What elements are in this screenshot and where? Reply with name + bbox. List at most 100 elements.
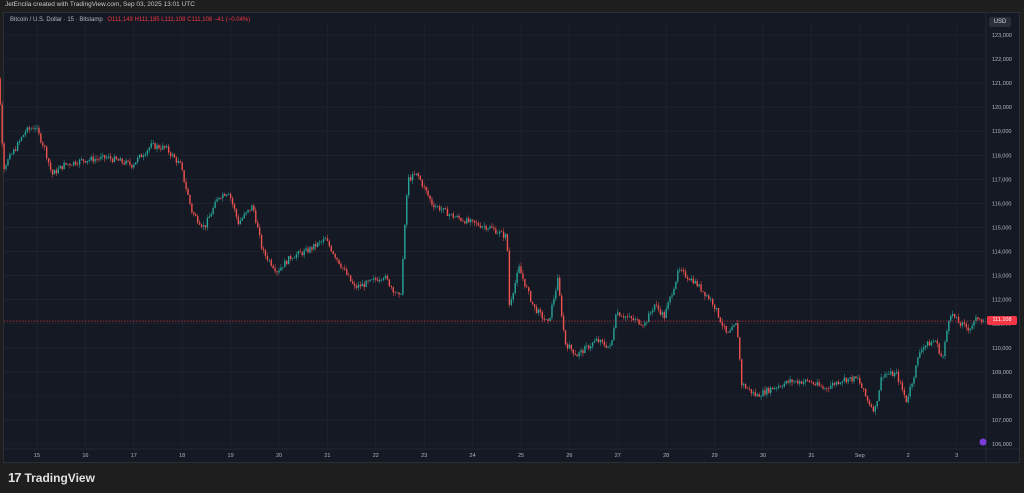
candle-body bbox=[5, 165, 7, 169]
candle-body bbox=[291, 258, 294, 260]
candle-body bbox=[940, 353, 942, 357]
candle-body bbox=[51, 169, 54, 175]
candle-body bbox=[75, 161, 77, 165]
event-marker-icon[interactable] bbox=[979, 438, 987, 446]
candle-body bbox=[760, 396, 762, 398]
candle-body bbox=[828, 388, 830, 390]
candle-body bbox=[520, 266, 522, 274]
currency-badge[interactable]: USD bbox=[989, 17, 1011, 27]
candle-body bbox=[497, 233, 499, 234]
candle-body bbox=[415, 173, 418, 175]
candle-body bbox=[768, 387, 770, 393]
candle-body bbox=[524, 278, 526, 287]
candle-body bbox=[584, 346, 586, 354]
candle-body bbox=[59, 165, 61, 169]
candle-body bbox=[20, 137, 23, 141]
candle-body bbox=[423, 186, 425, 188]
candle-body bbox=[171, 154, 174, 157]
candle-body bbox=[973, 320, 975, 326]
candle-body bbox=[297, 251, 300, 255]
candle-body bbox=[599, 339, 602, 343]
candle-body bbox=[591, 342, 594, 347]
candle-body bbox=[227, 193, 230, 195]
candle-body bbox=[9, 154, 11, 160]
candle-body bbox=[334, 253, 336, 258]
y-tick-label: 112,000 bbox=[992, 298, 1011, 304]
candle-body bbox=[164, 145, 166, 148]
candle-body bbox=[57, 168, 59, 174]
candle-body bbox=[34, 127, 36, 130]
candle-body bbox=[589, 346, 592, 349]
symbol-legend[interactable]: Bitcoin / U.S. Dollar · 15 · Bitstamp O1… bbox=[10, 17, 250, 23]
time-axis[interactable]: 15 16 17 18 19 20 21 22 23 24 25 26 27 28 29 30 31 Sep 2 3 bbox=[4, 438, 1019, 460]
candle-body bbox=[680, 269, 683, 271]
candle-body bbox=[287, 256, 290, 265]
candle-body bbox=[651, 310, 654, 313]
candle-body bbox=[212, 207, 214, 215]
candle-body bbox=[105, 157, 108, 159]
candle-body bbox=[901, 382, 904, 390]
candle-body bbox=[301, 252, 303, 256]
candle-body bbox=[514, 282, 516, 294]
candle-body bbox=[762, 390, 764, 397]
candle-body bbox=[926, 341, 929, 346]
candle-body bbox=[38, 127, 40, 134]
candle-body bbox=[355, 285, 358, 288]
candle-body bbox=[440, 209, 443, 211]
x-tick-label: 18 bbox=[179, 453, 185, 459]
candle-body bbox=[535, 306, 538, 314]
candle-body bbox=[917, 357, 919, 366]
candle-body bbox=[903, 389, 906, 396]
candle-body bbox=[855, 376, 857, 379]
candle-body bbox=[179, 161, 181, 163]
candle-body bbox=[588, 345, 590, 349]
x-tick-label: 28 bbox=[663, 453, 669, 459]
candle-body bbox=[572, 349, 574, 354]
candle-body bbox=[868, 400, 871, 405]
candle-body bbox=[305, 248, 307, 251]
candle-body bbox=[326, 238, 329, 241]
candle-body bbox=[181, 162, 183, 171]
candle-body bbox=[555, 290, 557, 299]
candle-body bbox=[28, 127, 30, 130]
candle-body bbox=[433, 204, 435, 208]
candle-body bbox=[135, 162, 137, 165]
candle-body bbox=[32, 128, 34, 130]
candle-body bbox=[564, 330, 567, 345]
candle-body bbox=[55, 170, 58, 174]
x-tick-label: 20 bbox=[276, 453, 282, 459]
candle-body bbox=[529, 291, 532, 302]
candle-body bbox=[626, 316, 629, 317]
candle-body bbox=[268, 259, 271, 261]
candle-body bbox=[40, 133, 42, 143]
candle-body bbox=[96, 158, 98, 160]
tradingview-logo[interactable]: 17 TradingView bbox=[8, 470, 95, 485]
candle-body bbox=[417, 173, 420, 176]
candle-body bbox=[468, 218, 470, 223]
candle-body bbox=[880, 377, 882, 391]
candle-body bbox=[814, 384, 816, 386]
candle-body bbox=[444, 207, 447, 209]
candle-body bbox=[340, 263, 342, 268]
candle-body bbox=[682, 270, 685, 272]
candle-body bbox=[144, 154, 147, 156]
candle-body bbox=[704, 291, 706, 297]
y-tick-label: 108,000 bbox=[992, 394, 1012, 400]
candle-body bbox=[913, 377, 915, 384]
candle-body bbox=[566, 344, 569, 349]
candle-body bbox=[427, 190, 429, 196]
candle-body bbox=[311, 247, 313, 250]
candle-body bbox=[830, 385, 832, 389]
price-axis[interactable]: 123,000 122,000 121,000 120,000 119,000 118,0… bbox=[985, 13, 1012, 462]
chart-frame[interactable] bbox=[3, 12, 1020, 463]
candle-body bbox=[406, 195, 408, 225]
candle-body bbox=[841, 381, 844, 383]
y-tick-label: 119,000 bbox=[992, 129, 1011, 135]
candle-body bbox=[977, 317, 979, 320]
candle-body bbox=[390, 286, 392, 288]
candle-body bbox=[475, 222, 478, 224]
candle-body bbox=[735, 323, 737, 326]
candle-body bbox=[22, 134, 25, 138]
candle-body bbox=[899, 381, 902, 383]
